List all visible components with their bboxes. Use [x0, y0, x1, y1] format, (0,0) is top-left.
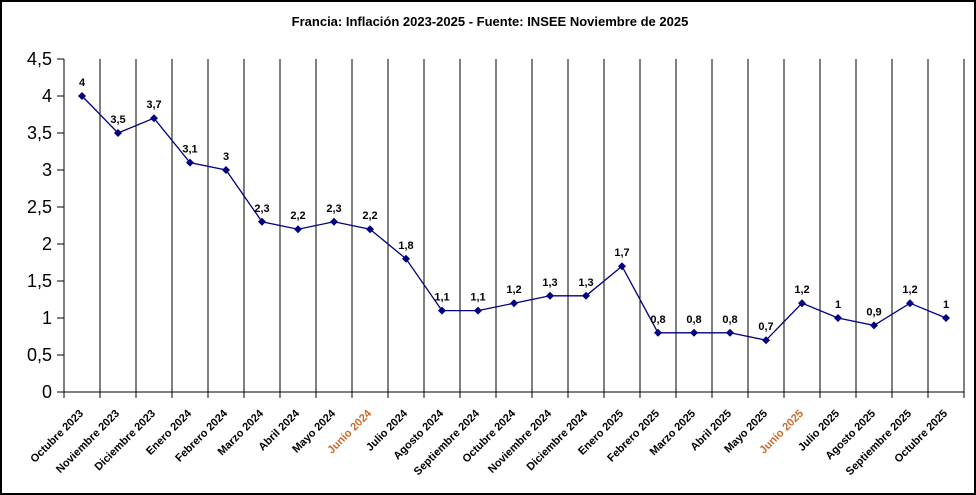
data-point-label: 2,2: [362, 210, 377, 222]
category-label: Diciembre 2023: [93, 408, 159, 474]
category-label: Diciembre 2024: [525, 407, 591, 473]
data-point-marker: [150, 114, 158, 123]
y-tick-label: 0: [42, 382, 52, 402]
data-point-label: 0,8: [722, 314, 737, 326]
data-point-label: 0,8: [686, 314, 701, 326]
y-tick-label: 0,5: [27, 345, 52, 365]
data-point-marker: [510, 299, 518, 308]
data-point-marker: [186, 158, 194, 167]
y-tick-label: 1,5: [27, 271, 52, 291]
data-point-marker: [762, 336, 770, 345]
data-point-label: 1: [943, 299, 949, 311]
data-point-label: 4: [79, 77, 86, 89]
data-point-label: 1,1: [470, 292, 485, 304]
category-label: Noviembre 2023: [54, 408, 122, 476]
data-point-label: 0,9: [866, 306, 881, 318]
y-tick-label: 3,5: [27, 123, 52, 143]
data-point-label: 1,2: [902, 284, 917, 296]
y-tick-label: 1: [42, 308, 52, 328]
data-point-marker: [690, 328, 698, 337]
chart-title: Francia: Inflación 2023-2025 - Fuente: I…: [291, 14, 689, 29]
data-point-marker: [546, 291, 554, 300]
data-point-label: 1,7: [614, 247, 629, 259]
data-point-marker: [438, 306, 446, 315]
data-point-marker: [834, 314, 842, 322]
data-point-label: 3,1: [182, 144, 197, 156]
data-point-marker: [294, 225, 302, 234]
data-point-label: 1,1: [434, 292, 449, 304]
category-label: Septiembre 2025: [844, 408, 914, 478]
data-point-marker: [654, 328, 662, 337]
data-point-label: 0,7: [758, 321, 773, 333]
data-point-label: 1,2: [506, 284, 521, 296]
data-point-marker: [870, 321, 878, 330]
data-point-label: 2,3: [254, 203, 269, 215]
data-point-label: 1,3: [542, 277, 557, 289]
data-point-marker: [618, 262, 626, 271]
y-tick-label: 2,5: [27, 197, 52, 217]
data-point-label: 3,5: [110, 114, 125, 126]
y-tick-label: 4,5: [27, 49, 52, 69]
data-point-label: 3,7: [146, 99, 161, 111]
data-point-label: 2,2: [290, 210, 305, 222]
data-point-label: 2,3: [326, 203, 341, 215]
data-point-marker: [78, 92, 86, 100]
data-point-label: 1: [835, 299, 841, 311]
data-point-marker: [114, 129, 122, 137]
data-point-label: 1,2: [794, 284, 809, 296]
data-point-label: 1,8: [398, 240, 413, 252]
data-point-marker: [222, 166, 230, 174]
data-point-marker: [942, 314, 950, 322]
category-label: Septiembre 2024: [412, 407, 483, 478]
data-point-label: 3: [223, 151, 229, 163]
data-point-marker: [258, 217, 266, 226]
y-tick-label: 4: [42, 86, 52, 106]
data-point-label: 1,3: [578, 277, 593, 289]
data-point-label: 0,8: [650, 314, 665, 326]
y-tick-label: 2: [42, 234, 52, 254]
data-point-marker: [726, 328, 734, 337]
data-point-marker: [330, 217, 338, 226]
category-label: Noviembre 2024: [486, 407, 555, 476]
data-point-marker: [366, 225, 374, 234]
y-tick-label: 3: [42, 160, 52, 180]
data-point-marker: [474, 306, 482, 315]
data-point-marker: [582, 291, 590, 300]
data-point-marker: [906, 299, 914, 308]
data-point-marker: [798, 299, 806, 308]
